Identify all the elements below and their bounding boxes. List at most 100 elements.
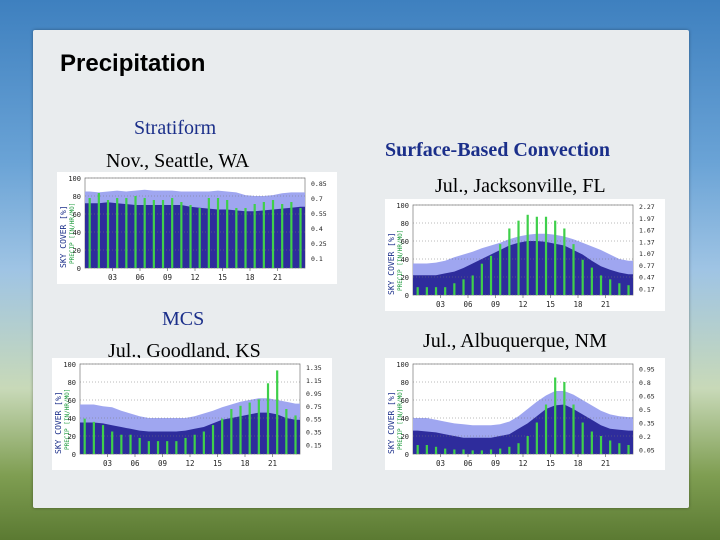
sky-cover-lower-area [413,404,633,454]
left-tick-label: 60 [401,397,409,405]
precip-bar [111,431,114,454]
left-tick-label: 80 [401,220,409,228]
precip-bar [248,402,251,454]
right-tick-label: 1.07 [639,250,655,258]
precip-bar [544,404,548,454]
left-tick-label: 80 [73,193,81,201]
precip-bar [207,198,210,268]
precip-bar [590,431,593,454]
right-tick-label: 1.67 [639,227,655,235]
precip-bar [198,208,201,268]
precip-bar [554,377,557,454]
axis-label-sky-cover: SKY COVER [%] [387,391,396,454]
x-tick-label: 03 [436,459,445,468]
x-tick-label: 12 [518,300,527,309]
precip-bar [444,448,447,454]
chart-surface-based: SKY COVER [%] PRECIP [IN/HR/MO] 0 20 40 60 80 1… [385,199,665,311]
axis-label-precip: PRECIP [IN/HR/MO] [397,389,404,450]
label-goodland: Jul., Goodland, KS [108,340,261,362]
x-tick-label: 06 [130,459,140,468]
x-tick-label: 03 [436,300,445,309]
precip-bar [299,208,302,268]
right-tick-label: 0.17 [639,285,655,293]
x-tick-label: 06 [463,459,473,468]
left-tick-label: 100 [396,361,409,369]
precip-bar [262,202,265,268]
x-tick-label: 18 [245,273,255,282]
left-tick-label: 40 [401,256,409,264]
precip-bar [83,418,86,454]
precip-bar [535,216,538,295]
precip-bar [235,208,238,268]
precip-bar [180,202,183,268]
left-tick-label: 100 [63,361,76,369]
sky-cover-lower-area [413,241,633,295]
x-tick-label: 21 [273,273,282,282]
right-tick-label: 0.25 [311,240,327,248]
precip-bar [253,204,256,268]
right-tick-label: 0.05 [639,447,655,455]
left-tick-label: 0 [405,292,409,300]
x-tick-label: 12 [190,273,199,282]
precip-bar [416,445,419,454]
precip-bar [143,198,146,268]
precip-bar [134,196,137,268]
precip-bar [471,275,474,295]
precip-bar [627,445,630,454]
right-tick-label: 0.15 [306,441,322,449]
x-tick-label: 06 [135,273,145,282]
x-tick-label: 18 [573,300,583,309]
precip-bar [444,287,447,295]
precip-bar [120,434,123,454]
precip-bar [425,287,428,295]
precip-bar [453,449,456,454]
precip-bar [276,370,279,454]
slide-title: Precipitation [60,50,206,77]
chart-albuquerque: SKY COVER [%] PRECIP [IN/HR/MO] 0 20 40 60 80 1… [385,358,665,470]
precip-bar [526,436,529,454]
left-tick-label: 80 [68,379,76,387]
x-tick-label: 09 [158,459,167,468]
axis-label-sky-cover: SKY COVER [%] [387,232,396,295]
label-seattle: Nov., Seattle, WA [106,150,250,172]
precip-bar [563,382,566,454]
right-tick-label: 0.95 [639,366,655,374]
precip-bar [581,422,584,454]
precip-bar [425,445,428,454]
precip-bar [147,441,150,454]
right-tick-label: 0.75 [306,403,322,411]
precip-bar [544,216,548,295]
left-tick-label: 60 [68,397,76,405]
right-tick-label: 0.4 [311,225,323,233]
precip-bar [462,449,465,454]
precip-bar [471,450,474,454]
precip-bar [116,198,119,268]
axis-label-sky-cover: SKY COVER [%] [54,391,63,454]
precip-bar [230,409,233,454]
left-tick-label: 0 [77,265,81,273]
left-tick-label: 100 [396,202,409,210]
precip-bar [166,441,169,454]
chart-mcs: SKY COVER [%] PRECIP [IN/HR/MO] 0 20 40 60 80 1… [52,358,332,470]
precip-bar [499,448,502,454]
x-tick-label: 18 [573,459,583,468]
label-mcs: MCS [162,308,205,330]
x-tick-label: 09 [163,273,172,282]
precip-bar [125,198,128,268]
x-tick-label: 09 [491,300,500,309]
precip-bar [266,383,270,454]
x-tick-label: 15 [218,273,227,282]
precip-bar [434,446,438,454]
precip-bar [294,415,297,454]
precip-bar [171,198,174,268]
right-tick-label: 0.35 [639,420,655,428]
x-tick-label: 21 [601,300,610,309]
left-tick-label: 20 [401,274,409,282]
left-tick-label: 40 [401,415,409,423]
right-tick-label: 0.7 [311,195,323,203]
precip-bar [88,198,91,268]
x-tick-label: 12 [518,459,527,468]
precip-bar [92,421,95,454]
precip-bar [416,287,419,295]
right-tick-label: 0.2 [639,433,651,441]
